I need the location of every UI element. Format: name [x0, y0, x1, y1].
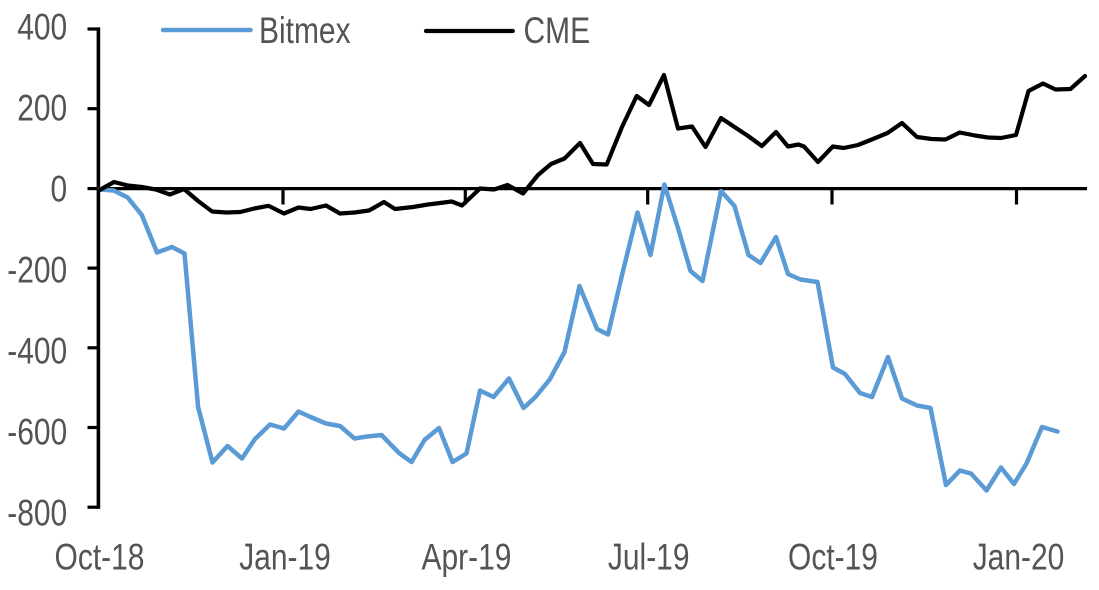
svg-text:0: 0	[51, 170, 68, 211]
svg-text:Jan-19: Jan-19	[239, 538, 331, 579]
svg-text:400: 400	[17, 8, 67, 49]
svg-text:Bitmex: Bitmex	[259, 11, 351, 52]
svg-text:Jul-19: Jul-19	[608, 538, 690, 579]
svg-text:-800: -800	[7, 494, 67, 535]
svg-text:Oct-19: Oct-19	[788, 538, 878, 579]
svg-text:-200: -200	[7, 251, 67, 292]
svg-text:-400: -400	[7, 332, 67, 373]
svg-text:Jan-20: Jan-20	[973, 538, 1065, 579]
svg-text:CME: CME	[524, 11, 591, 52]
svg-text:200: 200	[17, 89, 67, 130]
svg-text:-600: -600	[7, 413, 67, 454]
svg-text:Apr-19: Apr-19	[422, 538, 512, 579]
svg-text:Oct-18: Oct-18	[55, 538, 145, 579]
